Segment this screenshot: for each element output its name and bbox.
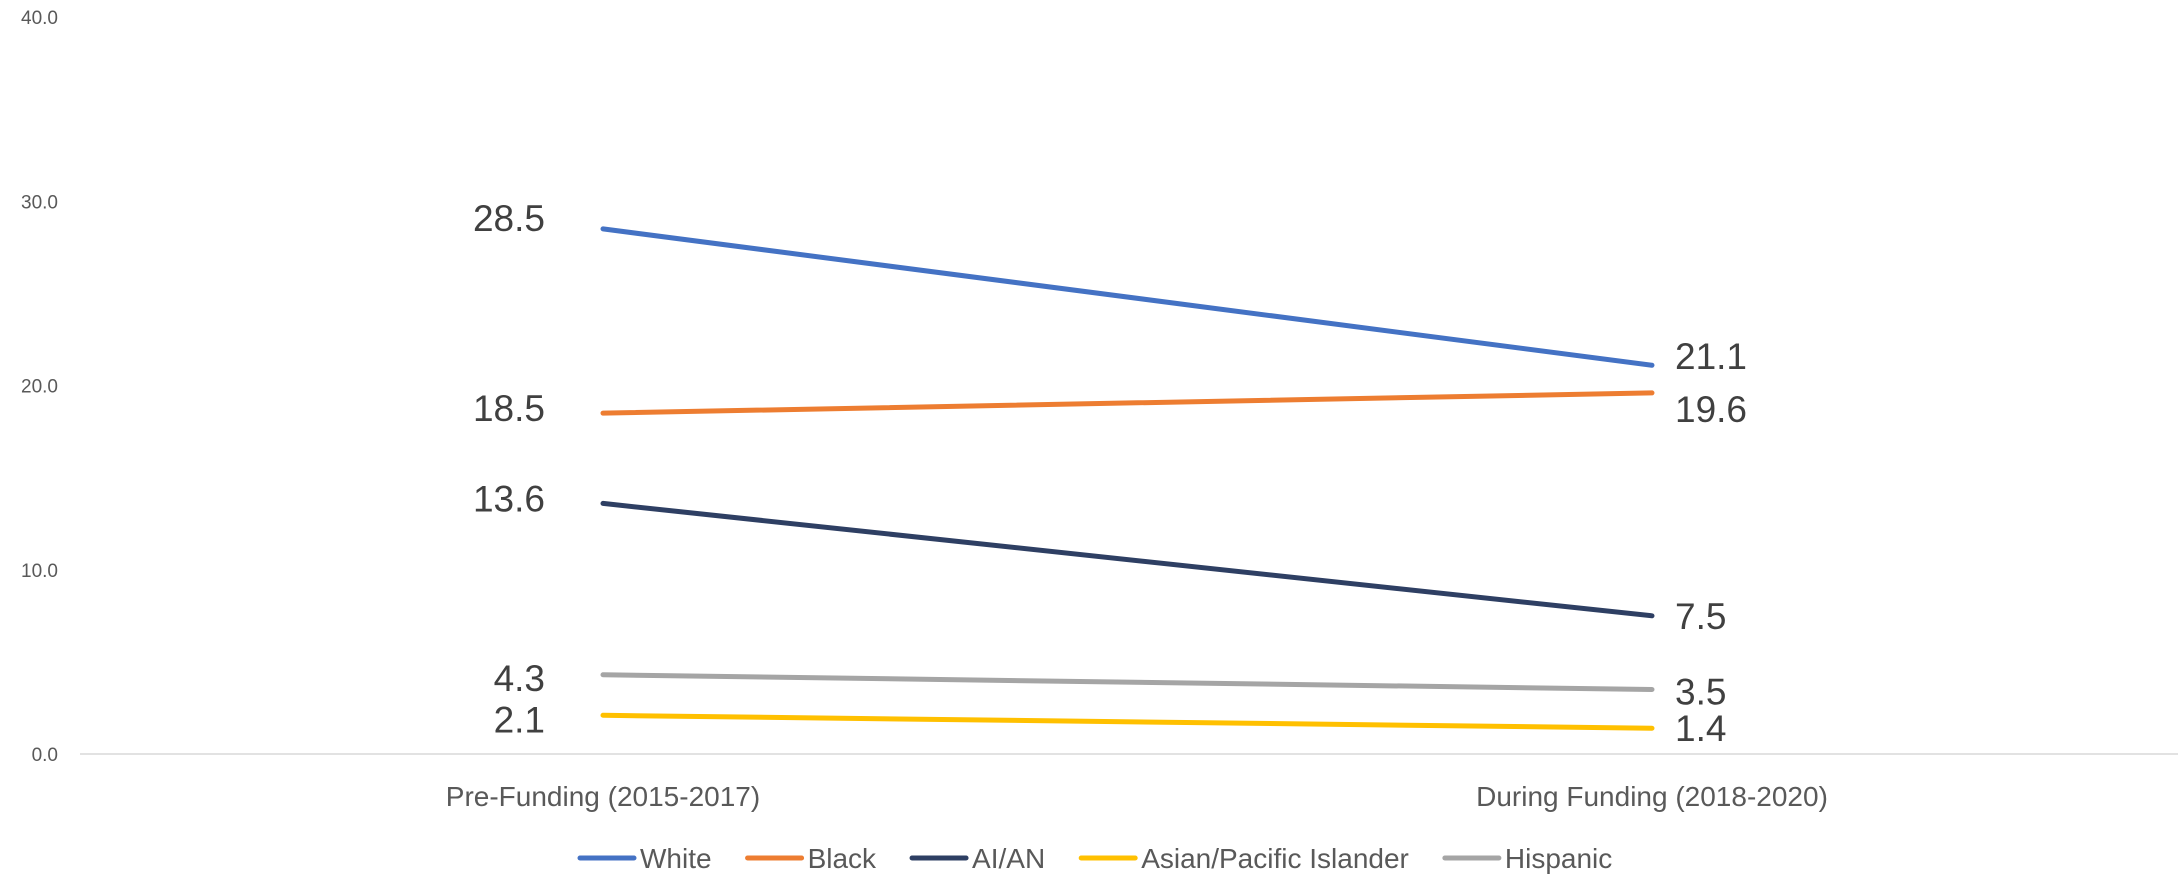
y-tick-label: 10.0 [21,561,58,582]
data-label-hispanic-pre: 4.3 [494,658,545,699]
legend-label-ai-an: AI/AN [972,843,1045,874]
series-line-ai-an [600,500,1655,619]
series-line-black [600,390,1655,416]
series-line-white [600,226,1655,368]
legend: White Black AI/AN Asian/Pacific Islander His… [577,843,1612,874]
x-tick-label: Pre-Funding (2015-2017) [446,781,760,812]
y-tick-label: 20.0 [21,377,58,398]
y-tick-label: 30.0 [21,192,58,213]
x-tick-label: During Funding (2018-2020) [1476,781,1828,812]
series-line-hispanic [600,672,1655,693]
data-label-white-pre: 28.5 [473,198,545,239]
data-label-ai-an-pre: 13.6 [473,478,545,519]
legend-label-hispanic: Hispanic [1505,843,1612,874]
data-label-black-during: 19.6 [1675,389,1747,430]
data-label-black-pre: 18.5 [473,388,545,429]
data-label-layer: 28.5 21.1 18.5 19.6 13.6 7.5 2.1 1.4 4.3 3.5 [473,198,1747,749]
data-label-ai-an-during: 7.5 [1675,596,1726,637]
data-label-hispanic-during: 3.5 [1675,672,1726,713]
legend-label-white: White [640,843,712,874]
data-label-asian-pacific-islander-pre: 2.1 [494,699,545,740]
y-tick-label: 0.0 [32,745,58,766]
legend-label-asian-pacific-islander: Asian/Pacific Islander [1141,843,1409,874]
series-layer [600,226,1655,731]
data-label-white-during: 21.1 [1675,336,1747,377]
series-line-asian-pacific-islander [600,712,1655,731]
data-label-asian-pacific-islander-during: 1.4 [1675,708,1726,749]
y-tick-label: 40.0 [21,8,58,29]
axis-layer: 0.0 10.0 20.0 30.0 40.0 Pre-Funding (2015-201… [21,8,2178,812]
legend-label-black: Black [808,843,877,874]
